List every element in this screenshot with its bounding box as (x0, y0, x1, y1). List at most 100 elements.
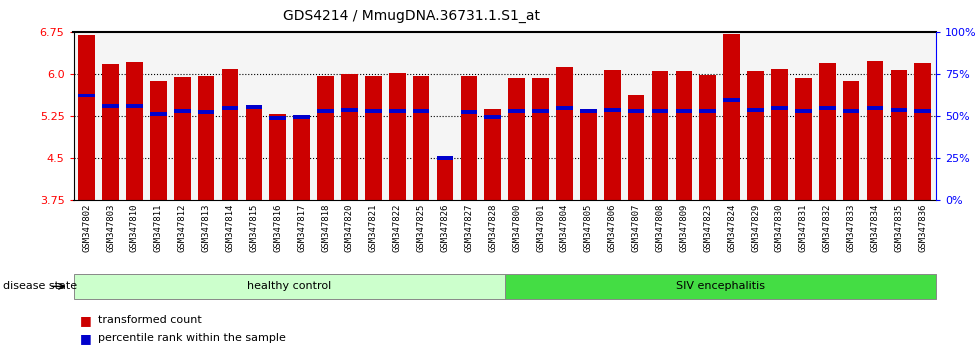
Text: percentile rank within the sample: percentile rank within the sample (98, 333, 286, 343)
Text: GSM347803: GSM347803 (106, 204, 115, 252)
Text: disease state: disease state (3, 281, 77, 291)
Bar (580, 109, 597, 200)
Bar (270, 114, 286, 200)
Text: GSM347836: GSM347836 (918, 204, 927, 252)
Text: GSM347827: GSM347827 (465, 204, 473, 252)
Bar (914, 63, 931, 200)
Bar (795, 109, 811, 113)
Text: GSM347816: GSM347816 (273, 204, 282, 252)
Bar (484, 115, 501, 119)
Bar (675, 71, 692, 200)
Bar (293, 116, 310, 200)
Bar (556, 107, 572, 110)
Text: GSM347820: GSM347820 (345, 204, 354, 252)
Bar (246, 105, 263, 109)
Bar (891, 108, 907, 112)
Text: GSM347828: GSM347828 (488, 204, 497, 252)
Text: ■: ■ (80, 314, 92, 327)
Bar (723, 34, 740, 200)
Bar (891, 70, 907, 200)
Bar (365, 109, 381, 113)
Bar (150, 112, 167, 116)
Bar (532, 109, 549, 113)
Bar (505, 274, 936, 299)
Bar (509, 109, 525, 113)
Bar (341, 108, 358, 112)
Text: GSM347826: GSM347826 (440, 204, 450, 252)
Text: GSM347815: GSM347815 (249, 204, 259, 252)
Text: GSM347817: GSM347817 (297, 204, 306, 252)
Bar (866, 61, 883, 200)
Bar (150, 81, 167, 200)
Bar (556, 67, 572, 200)
Bar (604, 70, 620, 200)
Bar (628, 95, 645, 200)
Bar (700, 75, 716, 200)
Bar (843, 81, 859, 200)
Bar (413, 76, 429, 200)
Bar (126, 104, 143, 108)
Text: GSM347823: GSM347823 (704, 204, 712, 252)
Text: GSM347808: GSM347808 (656, 204, 664, 252)
Bar (628, 109, 645, 113)
Text: GSM347807: GSM347807 (631, 204, 641, 252)
Bar (270, 116, 286, 120)
Bar (652, 71, 668, 200)
Text: GSM347806: GSM347806 (608, 204, 616, 252)
Bar (102, 104, 119, 108)
Bar (484, 109, 501, 200)
Bar (102, 64, 119, 200)
Bar (293, 115, 310, 119)
Bar (78, 93, 95, 97)
Text: GSM347822: GSM347822 (393, 204, 402, 252)
Bar (652, 109, 668, 113)
Text: GDS4214 / MmugDNA.36731.1.S1_at: GDS4214 / MmugDNA.36731.1.S1_at (283, 9, 540, 23)
Text: transformed count: transformed count (98, 315, 202, 325)
Text: GSM347834: GSM347834 (870, 204, 879, 252)
Text: GSM347831: GSM347831 (799, 204, 808, 252)
Text: healthy control: healthy control (247, 281, 331, 291)
Bar (461, 76, 477, 200)
Text: GSM347809: GSM347809 (679, 204, 688, 252)
Bar (437, 160, 454, 200)
Bar (914, 109, 931, 113)
Text: GSM347821: GSM347821 (368, 204, 378, 252)
Bar (78, 35, 95, 200)
Bar (747, 108, 763, 112)
Text: GSM347832: GSM347832 (822, 204, 832, 252)
Text: GSM347824: GSM347824 (727, 204, 736, 252)
Bar (365, 76, 381, 200)
Bar (771, 107, 788, 110)
Text: ■: ■ (80, 332, 92, 344)
Bar (580, 109, 597, 113)
Bar (532, 78, 549, 200)
Bar (723, 98, 740, 102)
Text: GSM347833: GSM347833 (847, 204, 856, 252)
Bar (437, 156, 454, 160)
Bar (389, 109, 406, 113)
Bar (221, 69, 238, 200)
Bar (795, 78, 811, 200)
Text: SIV encephalitis: SIV encephalitis (676, 281, 764, 291)
Bar (74, 274, 505, 299)
Text: GSM347801: GSM347801 (536, 204, 545, 252)
Bar (221, 107, 238, 110)
Bar (389, 73, 406, 200)
Text: GSM347830: GSM347830 (775, 204, 784, 252)
Bar (341, 74, 358, 200)
Bar (198, 76, 215, 200)
Bar (866, 107, 883, 110)
Bar (604, 108, 620, 112)
Bar (819, 63, 836, 200)
Bar (126, 62, 143, 200)
Bar (700, 109, 716, 113)
Text: GSM347811: GSM347811 (154, 204, 163, 252)
Text: GSM347805: GSM347805 (584, 204, 593, 252)
Bar (246, 109, 263, 200)
Text: GSM347814: GSM347814 (225, 204, 234, 252)
Text: GSM347813: GSM347813 (202, 204, 211, 252)
Text: GSM347800: GSM347800 (513, 204, 521, 252)
Bar (318, 76, 334, 200)
Bar (461, 110, 477, 114)
Bar (173, 109, 190, 113)
